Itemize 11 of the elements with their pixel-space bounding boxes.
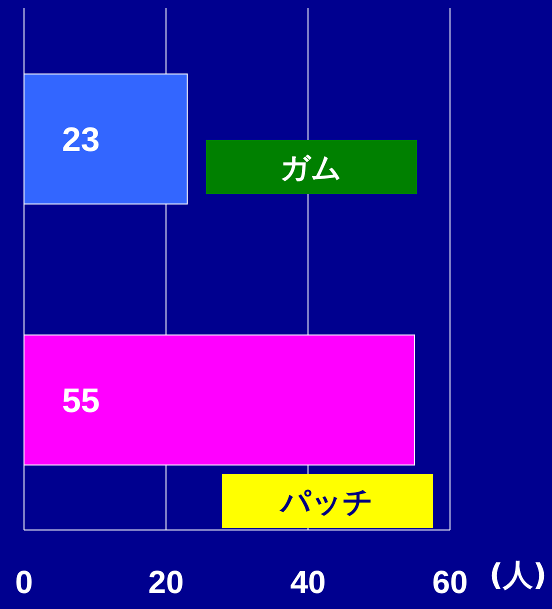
x-tick-label: 40 [290, 564, 326, 600]
x-tick-label: 0 [15, 564, 33, 600]
label-tag: パッチ [222, 474, 433, 528]
x-tick-label: 20 [148, 564, 184, 600]
y-tick-label: パッチ [278, 485, 374, 520]
label-tag: ガム [206, 140, 417, 194]
data-label: 55 [62, 382, 100, 420]
y-tick-label: ガム [280, 151, 342, 186]
x-axis-title: (人) [489, 558, 547, 593]
x-tick-label: 60 [432, 564, 468, 600]
data-label: 23 [62, 121, 100, 160]
